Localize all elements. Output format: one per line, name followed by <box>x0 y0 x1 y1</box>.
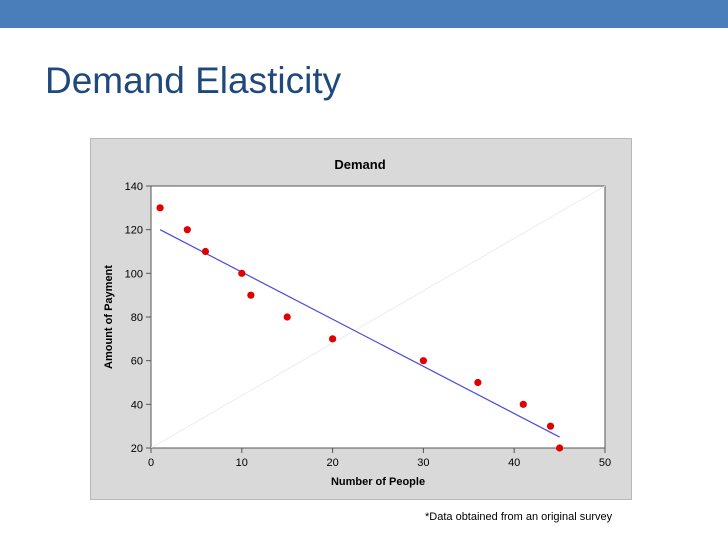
fit-line-group <box>159 229 560 438</box>
data-point <box>519 400 527 408</box>
chart-frame: 0 10 20 30 40 50 20 40 60 80 100 120 140 Demand Numb… <box>90 138 632 500</box>
data-point <box>183 226 191 234</box>
footnote: *Data obtained from an original survey <box>425 511 613 523</box>
demand-scatter-chart: 0 10 20 30 40 50 20 40 60 80 100 120 140 Demand Numb… <box>103 157 611 488</box>
top-accent-bar <box>0 0 728 28</box>
x-tick-label: 0 <box>148 457 154 469</box>
plot-diagonal <box>150 185 606 449</box>
fit-line <box>159 229 560 438</box>
y-tick-label: 120 <box>125 225 143 237</box>
x-tick-label: 20 <box>326 457 338 469</box>
data-point <box>329 335 337 343</box>
x-tick-label: 30 <box>417 457 429 469</box>
y-tick-label: 100 <box>125 268 143 280</box>
data-point <box>419 357 427 365</box>
data-point <box>474 378 482 387</box>
y-tick-label: 40 <box>131 399 143 411</box>
x-axis-label: Number of People <box>331 476 425 488</box>
data-point <box>247 291 255 299</box>
y-tick-label: 20 <box>131 443 143 455</box>
data-point <box>201 247 210 256</box>
y-tick-label: 80 <box>131 312 143 324</box>
y-tick-label: 60 <box>131 356 143 368</box>
y-tick-label: 140 <box>125 181 143 193</box>
data-point <box>238 269 246 277</box>
data-points <box>156 204 564 452</box>
axis-ticks: 0 10 20 30 40 50 20 40 60 80 100 120 140 <box>125 181 611 469</box>
slide-title: Demand Elasticity <box>45 60 342 101</box>
chart-title: Demand <box>334 157 385 172</box>
x-tick-label: 10 <box>236 457 248 469</box>
data-point <box>546 422 555 430</box>
data-point <box>156 204 164 212</box>
x-tick-label: 40 <box>508 457 520 469</box>
x-tick-label: 50 <box>599 457 611 469</box>
y-axis-label: Amount of Payment <box>103 265 115 369</box>
data-point <box>556 444 564 452</box>
data-point <box>283 313 291 321</box>
